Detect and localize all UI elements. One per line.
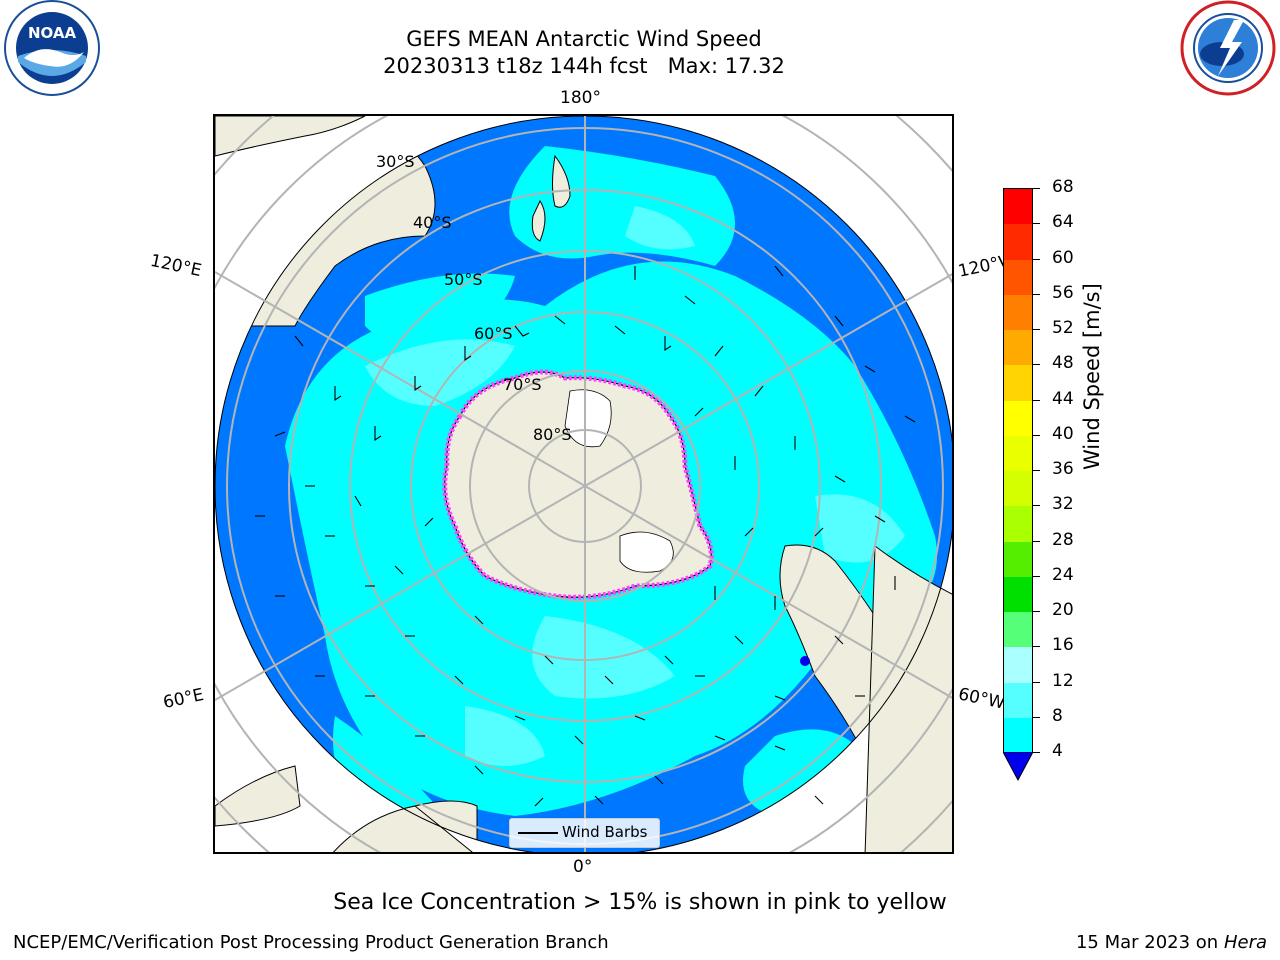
colorbar-label: Wind Speed [m/s] <box>1080 283 1104 470</box>
colorbar-tick-label: 20 <box>1052 600 1074 620</box>
longitude-gridlines <box>215 116 952 852</box>
lat-label-30s: 30°S <box>376 152 415 171</box>
lon-label-180: 180° <box>560 88 601 108</box>
colorbar <box>1003 188 1033 754</box>
legend-label: Wind Barbs <box>562 823 648 841</box>
noaa-logo: NOAA <box>4 0 100 96</box>
colorbar-tick <box>1033 470 1040 471</box>
colorbar-tick <box>1033 188 1040 189</box>
colorbar-tick <box>1033 716 1040 718</box>
colorbar-tick <box>1033 505 1040 507</box>
colorbar-segment <box>1004 365 1032 401</box>
lat-label-60s: 60°S <box>474 324 513 343</box>
colorbar-tick <box>1033 223 1040 225</box>
colorbar-tick-label: 60 <box>1052 247 1074 268</box>
wind-barb-legend-line <box>518 832 558 834</box>
colorbar-tick <box>1033 434 1040 436</box>
colorbar-tick-label: 12 <box>1052 670 1074 691</box>
colorbar-segment <box>1004 682 1032 719</box>
colorbar-segment <box>1004 541 1032 578</box>
colorbar-under-arrow <box>1003 752 1033 782</box>
colorbar-segment <box>1004 189 1032 225</box>
sea-ice-note: Sea Ice Concentration > 15% is shown in … <box>333 890 947 915</box>
colorbar-tick-label: 44 <box>1052 388 1074 409</box>
colorbar-segment <box>1004 259 1032 296</box>
colorbar-segment <box>1004 647 1032 683</box>
colorbar-tick <box>1033 681 1040 683</box>
wind-barbs <box>255 265 916 807</box>
colorbar-tick-label: 56 <box>1052 282 1074 303</box>
colorbar-tick-label: 48 <box>1052 353 1074 374</box>
lon-label-120e: 120°E <box>148 250 204 282</box>
colorbar-tick <box>1033 540 1040 542</box>
lat-label-50s: 50°S <box>444 270 483 289</box>
colorbar-tick-label: 8 <box>1052 705 1063 726</box>
colorbar-tick <box>1033 364 1040 366</box>
map-subtitle: 20230313 t18z 144h fcst Max: 17.32 <box>383 54 785 78</box>
colorbar-segment <box>1004 576 1032 613</box>
colorbar-tick-label: 28 <box>1052 529 1074 550</box>
colorbar-tick-label: 16 <box>1052 635 1074 656</box>
colorbar-tick-label: 64 <box>1052 212 1074 233</box>
colorbar-segment <box>1004 717 1032 754</box>
colorbar-segment <box>1004 471 1032 507</box>
colorbar-tick-label: 68 <box>1052 177 1074 197</box>
map-title: GEFS MEAN Antarctic Wind Speed <box>406 27 762 51</box>
colorbar-tick-label: 24 <box>1052 564 1074 585</box>
colorbar-segment <box>1004 294 1032 331</box>
lon-label-60e: 60°E <box>161 684 206 714</box>
map-legend: Wind Barbs <box>509 818 660 848</box>
lat-label-80s: 80°S <box>533 425 572 444</box>
colorbar-segment <box>1004 506 1032 542</box>
colorbar-tick <box>1033 258 1040 260</box>
lat-label-40s: 40°S <box>413 213 452 232</box>
colorbar-segment <box>1004 435 1032 472</box>
colorbar-tick-label: 4 <box>1052 741 1063 761</box>
colorbar-tick <box>1033 611 1040 612</box>
colorbar-segment <box>1004 224 1032 260</box>
footer-date-text: 15 Mar 2023 on <box>1075 932 1219 953</box>
colorbar-tick <box>1033 575 1040 577</box>
colorbar-tick <box>1033 293 1040 295</box>
lat-label-70s: 70°S <box>503 375 542 394</box>
colorbar-tick-label: 52 <box>1052 318 1074 338</box>
nws-logo <box>1180 0 1276 96</box>
colorbar-tick <box>1033 752 1040 753</box>
footer-branch: NCEP/EMC/Verification Post Processing Pr… <box>13 932 609 953</box>
lon-label-60w: 60°W <box>956 684 1007 714</box>
colorbar-tick-label: 32 <box>1052 494 1074 515</box>
colorbar-tick <box>1033 399 1040 401</box>
lon-label-0: 0° <box>573 857 593 877</box>
svg-text:NOAA: NOAA <box>28 24 77 42</box>
colorbar-segment <box>1004 330 1032 366</box>
footer-host: Hera <box>1223 932 1267 953</box>
colorbar-segment <box>1004 612 1032 648</box>
colorbar-tick-label: 40 <box>1052 423 1074 444</box>
footer-date: 15 Mar 2023 on Hera <box>1076 932 1267 953</box>
map-panel <box>213 114 954 854</box>
sea-ice-edge <box>442 369 714 600</box>
colorbar-tick <box>1033 646 1040 648</box>
colorbar-tick <box>1033 329 1040 330</box>
south-polar-map <box>215 116 952 852</box>
colorbar-tick-label: 36 <box>1052 459 1074 479</box>
colorbar-segment <box>1004 400 1032 437</box>
